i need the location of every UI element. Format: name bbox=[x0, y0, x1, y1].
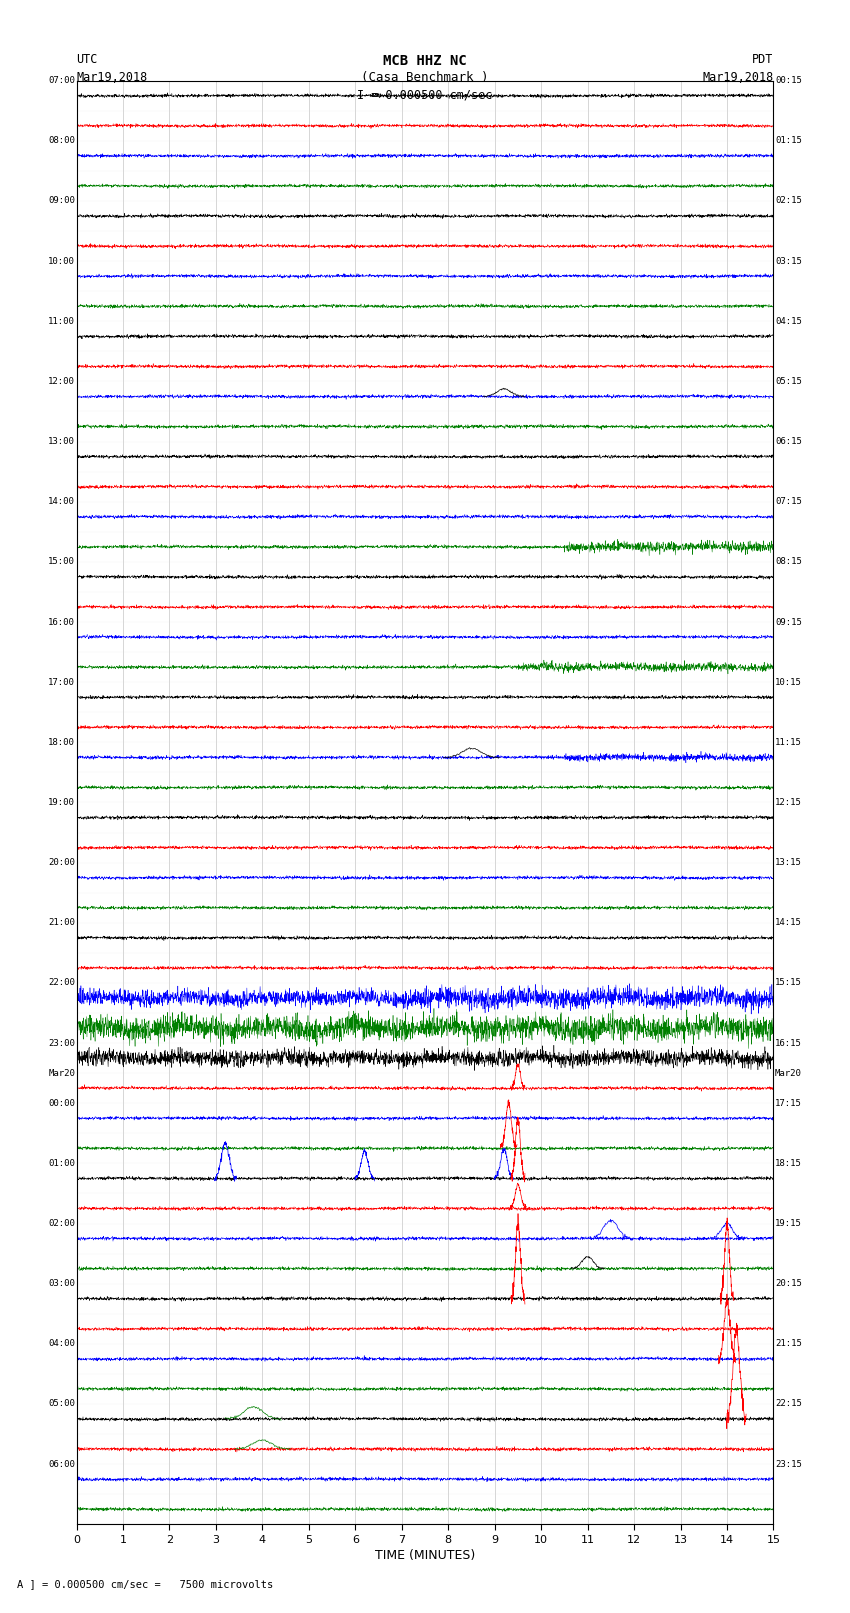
Text: 17:15: 17:15 bbox=[775, 1098, 802, 1108]
Text: 08:00: 08:00 bbox=[48, 137, 75, 145]
Text: 19:15: 19:15 bbox=[775, 1219, 802, 1227]
Text: 10:15: 10:15 bbox=[775, 677, 802, 687]
Text: 16:15: 16:15 bbox=[775, 1039, 802, 1047]
Text: 03:00: 03:00 bbox=[48, 1279, 75, 1289]
Text: Mar19,2018: Mar19,2018 bbox=[76, 71, 148, 84]
Text: 17:00: 17:00 bbox=[48, 677, 75, 687]
Text: 14:15: 14:15 bbox=[775, 918, 802, 927]
Text: 12:15: 12:15 bbox=[775, 798, 802, 806]
Text: 23:00: 23:00 bbox=[48, 1039, 75, 1047]
Text: 09:15: 09:15 bbox=[775, 618, 802, 626]
Text: 01:00: 01:00 bbox=[48, 1158, 75, 1168]
Text: 22:00: 22:00 bbox=[48, 979, 75, 987]
Text: 07:15: 07:15 bbox=[775, 497, 802, 506]
Text: 04:15: 04:15 bbox=[775, 316, 802, 326]
Text: 18:15: 18:15 bbox=[775, 1158, 802, 1168]
Text: 15:00: 15:00 bbox=[48, 558, 75, 566]
Text: 02:15: 02:15 bbox=[775, 197, 802, 205]
Text: 03:15: 03:15 bbox=[775, 256, 802, 266]
Text: Mar20: Mar20 bbox=[48, 1069, 75, 1077]
Text: 11:15: 11:15 bbox=[775, 737, 802, 747]
Text: 09:00: 09:00 bbox=[48, 197, 75, 205]
Text: 20:15: 20:15 bbox=[775, 1279, 802, 1289]
Text: I = 0.000500 cm/sec: I = 0.000500 cm/sec bbox=[357, 89, 493, 102]
Text: 19:00: 19:00 bbox=[48, 798, 75, 806]
Text: 00:15: 00:15 bbox=[775, 76, 802, 85]
Text: 00:00: 00:00 bbox=[48, 1098, 75, 1108]
X-axis label: TIME (MINUTES): TIME (MINUTES) bbox=[375, 1548, 475, 1561]
Text: UTC: UTC bbox=[76, 53, 98, 66]
Text: 15:15: 15:15 bbox=[775, 979, 802, 987]
Text: 12:00: 12:00 bbox=[48, 377, 75, 386]
Text: 23:15: 23:15 bbox=[775, 1460, 802, 1468]
Text: Mar19,2018: Mar19,2018 bbox=[702, 71, 774, 84]
Text: 16:00: 16:00 bbox=[48, 618, 75, 626]
Text: 05:00: 05:00 bbox=[48, 1400, 75, 1408]
Text: 10:00: 10:00 bbox=[48, 256, 75, 266]
Text: 22:15: 22:15 bbox=[775, 1400, 802, 1408]
Text: A ] = 0.000500 cm/sec =   7500 microvolts: A ] = 0.000500 cm/sec = 7500 microvolts bbox=[17, 1579, 273, 1589]
Text: 06:15: 06:15 bbox=[775, 437, 802, 447]
Text: 08:15: 08:15 bbox=[775, 558, 802, 566]
Text: 04:00: 04:00 bbox=[48, 1339, 75, 1348]
Text: 21:00: 21:00 bbox=[48, 918, 75, 927]
Text: 01:15: 01:15 bbox=[775, 137, 802, 145]
Text: 02:00: 02:00 bbox=[48, 1219, 75, 1227]
Text: 05:15: 05:15 bbox=[775, 377, 802, 386]
Text: (Casa Benchmark ): (Casa Benchmark ) bbox=[361, 71, 489, 84]
Text: 11:00: 11:00 bbox=[48, 316, 75, 326]
Text: 06:00: 06:00 bbox=[48, 1460, 75, 1468]
Text: MCB HHZ NC: MCB HHZ NC bbox=[383, 55, 467, 68]
Text: 21:15: 21:15 bbox=[775, 1339, 802, 1348]
Text: Mar20: Mar20 bbox=[775, 1069, 802, 1077]
Text: PDT: PDT bbox=[752, 53, 774, 66]
Text: 13:15: 13:15 bbox=[775, 858, 802, 868]
Text: 07:00: 07:00 bbox=[48, 76, 75, 85]
Text: 18:00: 18:00 bbox=[48, 737, 75, 747]
Text: 13:00: 13:00 bbox=[48, 437, 75, 447]
Text: 14:00: 14:00 bbox=[48, 497, 75, 506]
Text: 20:00: 20:00 bbox=[48, 858, 75, 868]
